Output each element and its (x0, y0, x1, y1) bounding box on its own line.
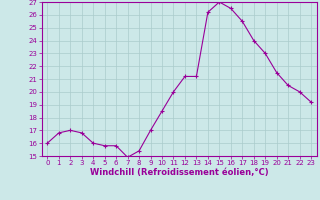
X-axis label: Windchill (Refroidissement éolien,°C): Windchill (Refroidissement éolien,°C) (90, 168, 268, 177)
